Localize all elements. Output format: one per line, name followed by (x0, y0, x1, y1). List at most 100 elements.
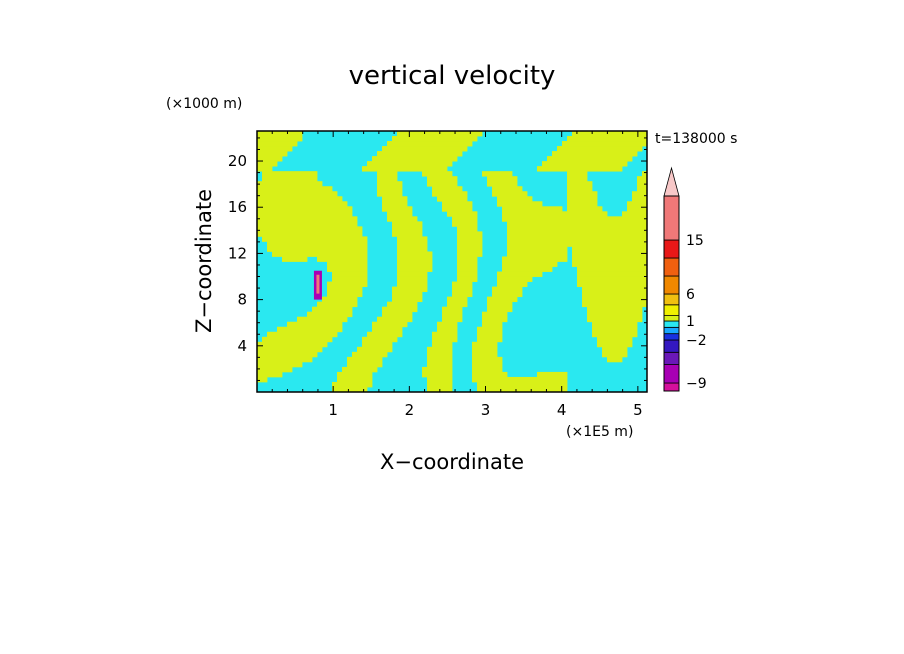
contour-band-positive (377, 176, 398, 182)
y-tick-label: 12 (228, 244, 247, 262)
contour-band-positive (472, 366, 503, 373)
contour-band-positive (282, 256, 308, 262)
contour-band-positive (472, 351, 498, 358)
contour-band-positive (377, 171, 398, 177)
contour-band-positive (257, 211, 353, 217)
contour-band-positive (452, 281, 473, 287)
contour-band-positive (537, 166, 623, 172)
contour-band-positive (427, 176, 458, 182)
contour-band-positive (392, 296, 423, 303)
contour-band-positive (507, 241, 647, 247)
contour-band-positive (437, 321, 458, 328)
contour-band-positive (392, 221, 423, 227)
contour-band-positive (457, 261, 478, 267)
contour-band-positive (572, 246, 647, 252)
contour-band-positive (577, 266, 647, 272)
contour-band-positive (567, 176, 588, 182)
contour-band-positive (492, 191, 528, 197)
contour-band-positive (442, 206, 473, 212)
contour-band-positive (472, 346, 498, 353)
contour-band-positive (322, 296, 358, 303)
y-axis-label: Z−coordinate (192, 189, 216, 333)
contour-band-positive (632, 196, 647, 202)
contour-band-positive (327, 266, 368, 272)
contour-band-positive (552, 151, 638, 157)
contour-band-positive (502, 216, 647, 222)
contour-band-positive (482, 316, 508, 323)
contour-band-positive (537, 371, 568, 378)
contour-band-positive (377, 191, 403, 197)
contour-band-positive (387, 216, 418, 222)
contour-band-positive (487, 296, 518, 303)
contour-band-positive (432, 186, 463, 192)
x-tick-label: 4 (557, 401, 567, 419)
contour-band-positive (257, 361, 303, 368)
contour-band-positive (307, 311, 353, 318)
contour-band-positive (452, 216, 478, 222)
contour-band-positive (397, 261, 433, 267)
contour-band-positive (457, 226, 478, 232)
contour-band-positive (437, 326, 458, 333)
contour-band-positive (257, 146, 293, 152)
colorbar-extend-max (663, 166, 680, 197)
contour-band-positive (257, 141, 298, 147)
contour-band-positive (362, 166, 448, 172)
contour-band-positive (442, 201, 473, 207)
contour-band-positive (262, 171, 318, 177)
updraft-core-center (316, 274, 320, 294)
contour-band-positive (382, 311, 413, 318)
colorbar-tick-label: −9 (686, 376, 707, 392)
contour-band-positive (372, 321, 408, 328)
contour-band-positive (497, 276, 533, 282)
contour-band-positive (482, 321, 503, 328)
contour-band-positive (567, 201, 598, 207)
contour-band-positive (257, 356, 313, 363)
contour-band-positive (397, 266, 433, 272)
contour-band-positive (627, 201, 647, 207)
contour-band-positive (577, 271, 647, 277)
contour-band-positive (487, 301, 513, 308)
colorbar-bin (663, 364, 680, 384)
contour-band-positive (397, 251, 433, 257)
contour-band-positive (577, 276, 647, 282)
colorbar-tick-label: 6 (686, 287, 695, 303)
contour-band-positive (392, 231, 423, 237)
contour-band-positive (562, 141, 647, 147)
contour-band-positive (507, 221, 647, 227)
contour-band-positive (392, 136, 478, 142)
contour-band-positive (637, 181, 647, 187)
contour-band-positive (287, 321, 343, 328)
contour-band-positive (257, 201, 348, 207)
colorbar: −9 −2 1 6 15 (663, 166, 707, 392)
contour-band-positive (497, 201, 543, 207)
contour-band-positive (457, 231, 483, 237)
contour-band-positive (447, 301, 468, 308)
contour-band-positive (382, 196, 408, 202)
contour-band-positive (372, 326, 403, 333)
contour-band-positive (437, 196, 468, 202)
contour-band-positive (422, 366, 453, 373)
contour-band-positive (457, 246, 483, 252)
contour-band-positive (477, 331, 503, 338)
colorbar-bin (663, 275, 680, 295)
contour-band-positive (347, 361, 383, 368)
contour-band-positive (567, 191, 598, 197)
contour-band-positive (507, 251, 568, 257)
contour-band-positive (582, 301, 647, 308)
contour-band-positive (577, 281, 647, 287)
contour-band-positive (257, 366, 293, 373)
x-tick-label: 5 (633, 401, 643, 419)
x-axis: 1 2 3 4 5 (271, 131, 643, 419)
contour-band-positive (447, 211, 478, 217)
contour-band-positive (332, 381, 373, 388)
contour-band-positive (602, 351, 628, 358)
contour-band-positive (592, 331, 638, 338)
chart-title: vertical velocity (349, 61, 556, 91)
contour-band-positive (642, 171, 647, 177)
contour-band-positive (382, 146, 468, 152)
contour-band-positive (257, 226, 363, 232)
contour-band-positive (397, 281, 428, 287)
contour-band-positive (257, 206, 353, 212)
contour-band-positive (622, 211, 647, 217)
contour-band-positive (457, 266, 478, 272)
